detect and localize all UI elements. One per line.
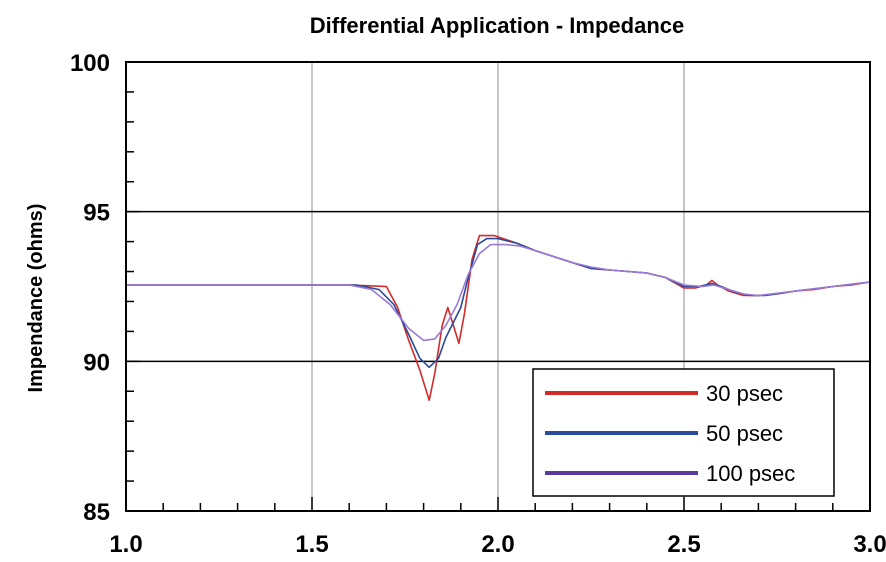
- x-tick-label: 2.0: [481, 531, 514, 558]
- x-tick-label: 1.5: [295, 531, 328, 558]
- y-tick-label: 90: [83, 349, 110, 376]
- y-tick-label: 85: [83, 499, 110, 526]
- legend-label: 100 psec: [706, 461, 795, 486]
- y-tick-label: 100: [70, 50, 110, 77]
- y-axis-label: Impendance (ohms): [25, 204, 47, 393]
- series-line-100-psec: [126, 243, 871, 342]
- series-layer: [126, 234, 871, 401]
- legend: 30 psec 50 psec 100 psec: [532, 368, 835, 497]
- y-tick-label: 95: [83, 200, 110, 227]
- x-tick-label: 2.5: [667, 531, 700, 558]
- chart-title: Differential Application - Impedance: [310, 13, 684, 38]
- x-tick-label: 1.0: [109, 531, 142, 558]
- legend-label: 50 psec: [706, 421, 783, 446]
- x-tick-label: 3.0: [853, 531, 886, 558]
- axis-ticks: 1.0 1.5 2.0 2.5 3.0 85 90 95 100: [70, 50, 886, 558]
- legend-label: 30 psec: [706, 381, 783, 406]
